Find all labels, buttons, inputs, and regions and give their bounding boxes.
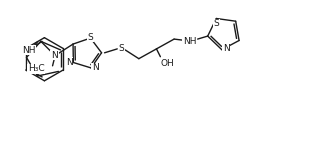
Text: N: N bbox=[223, 44, 230, 53]
Text: N: N bbox=[51, 50, 58, 60]
Text: S: S bbox=[87, 33, 93, 42]
Text: S: S bbox=[214, 19, 219, 28]
Text: NH: NH bbox=[183, 37, 197, 46]
Text: NH: NH bbox=[22, 46, 35, 55]
Text: OH: OH bbox=[160, 59, 174, 68]
Text: S: S bbox=[118, 44, 124, 53]
Text: N: N bbox=[66, 58, 72, 67]
Text: H₃C: H₃C bbox=[28, 64, 45, 73]
Text: N: N bbox=[92, 63, 99, 72]
